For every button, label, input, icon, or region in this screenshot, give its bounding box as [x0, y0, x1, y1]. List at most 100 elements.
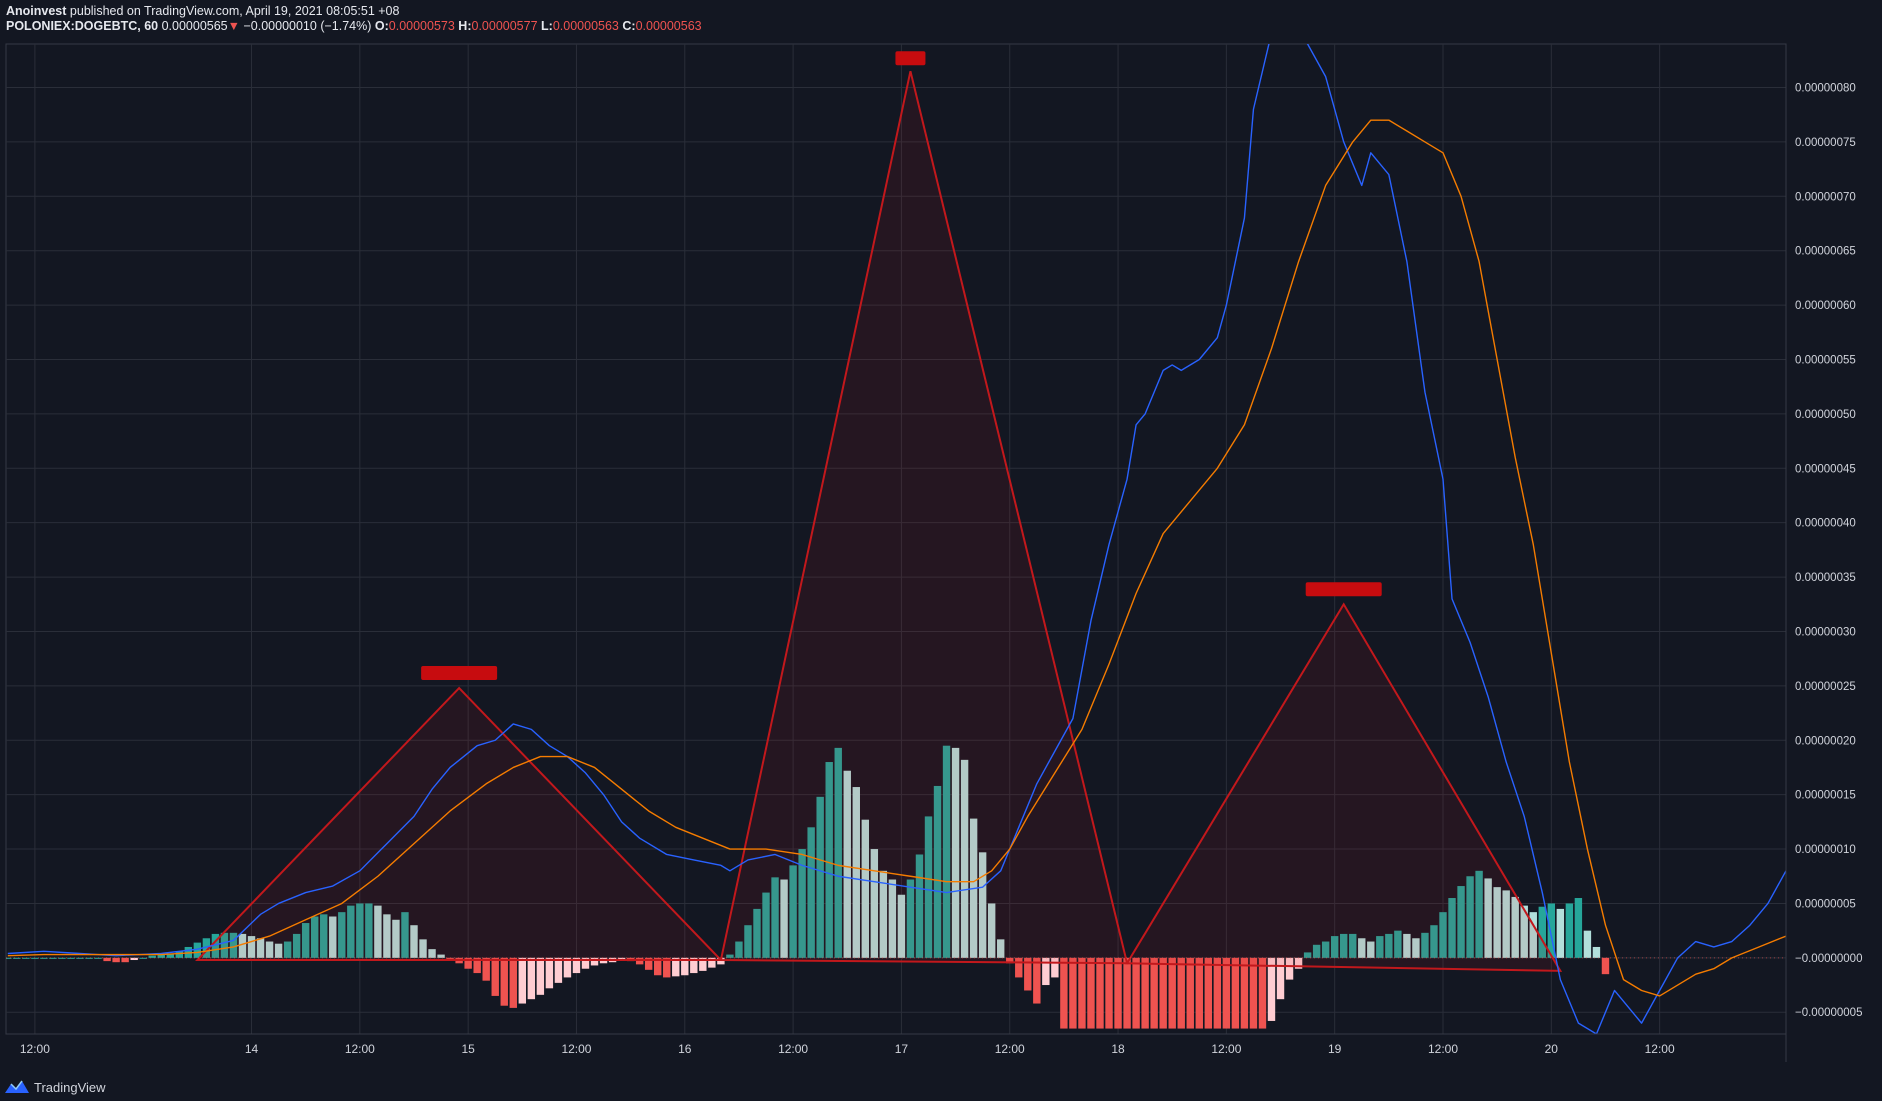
price-tick-label: 0.00000025 [1795, 681, 1856, 693]
histogram-bar [617, 957, 626, 961]
time-axis[interactable]: 12:00 14 12:00 15 12:00 16 12:00 17 12:00 18 12:00… [20, 1042, 1675, 1056]
histogram-bar [663, 957, 671, 978]
time-tick-label: 12:00 [345, 1042, 375, 1056]
tradingview-logo-icon [5, 1080, 29, 1093]
histogram-bar [247, 936, 256, 958]
time-tick-label: 12:00 [1211, 1042, 1241, 1056]
price-tick-label: 0.00000030 [1795, 626, 1856, 638]
histogram-bar [211, 933, 220, 958]
histogram-bar [392, 919, 400, 958]
triangle-pattern [719, 70, 1129, 965]
histogram-bar [320, 914, 328, 958]
histogram-bar [690, 957, 698, 974]
histogram-bar [744, 925, 752, 958]
price-tick-label: 0.00000010 [1795, 844, 1856, 856]
signal-line [7, 119, 1786, 997]
time-tick-label: 18 [1111, 1042, 1125, 1056]
histogram-bar [311, 916, 319, 958]
histogram-bar [1168, 957, 1176, 1029]
histogram-bar [229, 932, 238, 958]
histogram-bar [374, 905, 382, 958]
chart-header: Anoinvest published on TradingView.com, … [6, 4, 702, 34]
histogram-bar [500, 957, 508, 1006]
histogram-bar [283, 941, 292, 958]
histogram-bar [1349, 933, 1357, 958]
histogram-bar [446, 957, 454, 959]
annotation-marks [421, 51, 1382, 681]
histogram-bar [635, 957, 644, 965]
macd-line [7, 44, 1786, 1034]
histogram-bar [292, 933, 301, 958]
histogram-bar [554, 957, 563, 983]
histogram-bar [1042, 957, 1050, 986]
histogram-bar [1547, 903, 1556, 958]
histogram-bar [1105, 957, 1113, 1029]
histogram-bar [1294, 957, 1303, 969]
histogram-bar [1412, 938, 1420, 958]
footer-brand-label: TradingView [34, 1079, 106, 1095]
histogram-bar [1123, 957, 1131, 1029]
high-value: 0.00000577 [471, 19, 538, 33]
histogram-bar [527, 957, 536, 1000]
histogram-bar [897, 894, 906, 958]
time-tick-label: 12:00 [1428, 1042, 1458, 1056]
price-tick-label: −0.00000005 [1795, 1007, 1862, 1019]
histogram-bar [1060, 957, 1068, 1029]
histogram-bar [545, 957, 554, 989]
open-value: 0.00000573 [388, 19, 455, 33]
histogram-bar [563, 957, 572, 978]
histogram-bar [121, 957, 129, 963]
low-label: L: [541, 19, 553, 33]
histogram-bar [762, 892, 770, 958]
histogram-bar [49, 957, 57, 959]
histogram-bar [329, 916, 337, 958]
histogram-bar [1592, 946, 1601, 958]
histogram-bar [1583, 930, 1592, 958]
histogram-bar [717, 957, 725, 965]
price-tick-label: 0.00000080 [1795, 83, 1856, 95]
histogram-bar [1051, 957, 1059, 978]
symbol-label[interactable]: POLONIEX:DOGEBTC, 60 [6, 19, 159, 33]
histogram-bar [1033, 957, 1041, 1004]
histogram-bar [1394, 930, 1402, 958]
triangle-pattern [1125, 602, 1563, 972]
histogram-bar [437, 954, 445, 958]
time-tick-label: 16 [678, 1042, 692, 1056]
publish-info: Anoinvest published on TradingView.com, … [6, 4, 702, 19]
histogram-bar [509, 957, 517, 1008]
histogram-bar [1421, 932, 1429, 958]
time-tick-label: 20 [1545, 1042, 1559, 1056]
histogram-bar [1466, 876, 1474, 958]
histogram-bar [1475, 870, 1483, 958]
histogram-bar [997, 939, 1005, 958]
indicator-lines [7, 44, 1786, 1034]
high-label: H: [458, 19, 472, 33]
histogram-bar [1538, 906, 1546, 958]
histogram-bar [356, 903, 364, 958]
histogram-bar [1078, 957, 1086, 1029]
close-label: C: [622, 19, 636, 33]
histogram-bar [780, 879, 788, 958]
author-name[interactable]: Anoinvest [6, 4, 67, 18]
histogram-bar [735, 941, 743, 958]
price-axis[interactable]: 0.00000080 0.00000075 0.00000070 0.00000065… [1795, 83, 1862, 1020]
histogram-bar [834, 747, 842, 958]
histogram-bar [518, 957, 527, 1004]
histogram-bar [1114, 957, 1122, 1029]
histogram-bar [410, 925, 418, 958]
histogram-bar [1321, 941, 1330, 958]
histogram-bar [644, 957, 653, 970]
histogram-bar [852, 787, 860, 958]
peak-marker [895, 51, 926, 66]
histogram-bar [825, 762, 833, 958]
histogram-bar [581, 957, 590, 969]
histogram-bar [708, 957, 716, 968]
histogram-bar [428, 949, 436, 958]
histogram-bar [40, 957, 48, 959]
histogram-bar [1006, 957, 1014, 964]
publish-text: published on TradingView.com, April 19, … [69, 4, 400, 18]
footer-brand[interactable]: TradingView [4, 1079, 106, 1095]
histogram-bar [807, 827, 815, 958]
histogram-bar [888, 879, 897, 958]
